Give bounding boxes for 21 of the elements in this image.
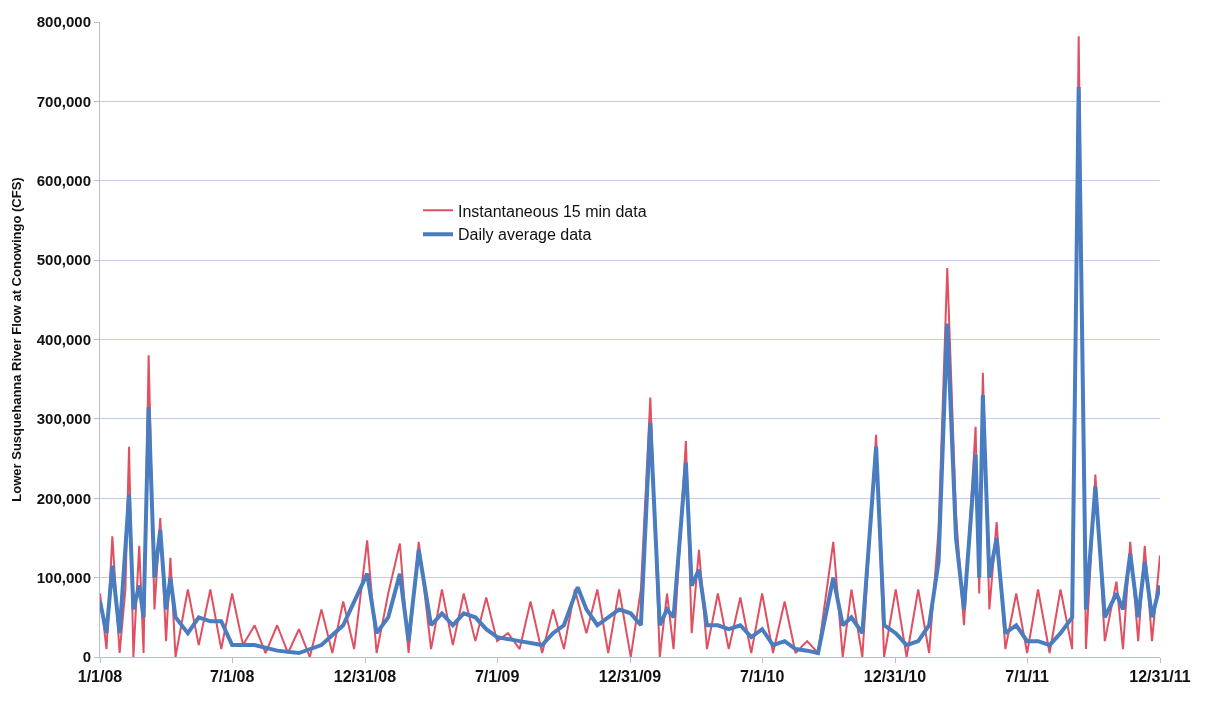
x-tick-label: 12/31/10: [863, 668, 927, 686]
x-tick-label: 7/1/10: [739, 668, 785, 686]
legend-label: Daily average data: [458, 226, 592, 244]
y-tick-label: 0: [82, 648, 91, 666]
y-tick-label: 600,000: [36, 172, 91, 189]
y-tick-label: 300,000: [36, 410, 91, 428]
y-tick-label: 100,000: [36, 568, 91, 586]
x-tick-label: 7/1/09: [474, 668, 520, 686]
y-tick-label: 800,000: [36, 13, 91, 31]
y-tick-label: 500,000: [36, 251, 91, 269]
x-tick-label: 7/1/11: [1005, 668, 1050, 686]
x-tick-label: 12/31/09: [598, 668, 662, 686]
y-tick-label: 200,000: [36, 489, 91, 507]
y-tick-label: 400,000: [36, 330, 91, 348]
x-tick-label: 12/31/08: [333, 668, 397, 686]
x-tick-label: 7/1/08: [209, 668, 255, 686]
legend-label: Instantaneous 15 min data: [458, 202, 647, 220]
x-tick-label: 12/31/11: [1129, 668, 1191, 686]
x-tick-label: 1/1/08: [77, 668, 123, 686]
y-axis-title: Lower Susquehanna River Flow at Conowingo (CFS): [8, 177, 24, 502]
y-tick-label: 700,000: [36, 92, 91, 110]
